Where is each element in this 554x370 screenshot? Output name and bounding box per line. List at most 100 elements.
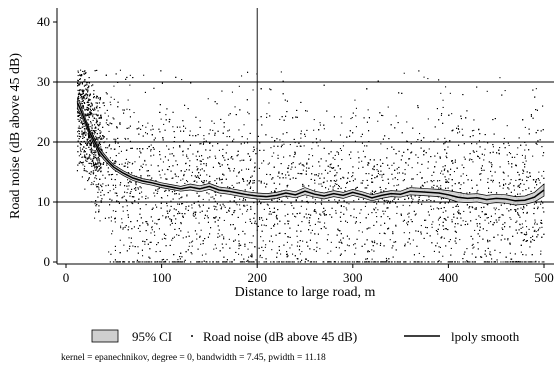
scatter-point (510, 258, 512, 260)
scatter-point (372, 245, 374, 247)
scatter-point (421, 177, 423, 179)
scatter-point (533, 230, 535, 232)
scatter-point (472, 247, 474, 249)
scatter-point (528, 187, 530, 189)
scatter-point (92, 84, 94, 86)
scatter-point (433, 184, 435, 186)
scatter-point (448, 181, 450, 183)
scatter-point (173, 155, 175, 157)
scatter-point (89, 108, 91, 110)
scatter-point (391, 146, 393, 148)
scatter-point (117, 261, 119, 263)
scatter-point (145, 204, 147, 206)
scatter-point (488, 191, 490, 193)
scatter-point (306, 201, 308, 203)
scatter-point (221, 206, 223, 208)
scatter-point (206, 215, 208, 217)
scatter-point (139, 225, 141, 227)
scatter-point (81, 156, 83, 158)
scatter-point (358, 261, 360, 263)
scatter-point (252, 180, 254, 182)
scatter-point (507, 142, 509, 144)
scatter-point (280, 253, 282, 255)
scatter-point (539, 227, 541, 229)
scatter-point (294, 152, 296, 154)
scatter-point (445, 181, 447, 183)
scatter-point (195, 155, 197, 157)
scatter-point (265, 225, 267, 227)
scatter-point (525, 240, 527, 242)
scatter-point (296, 235, 298, 237)
scatter-point (77, 131, 79, 133)
scatter-point (253, 202, 255, 204)
scatter-point (381, 198, 383, 200)
scatter-point (239, 261, 241, 263)
scatter-point (97, 128, 99, 130)
scatter-point (431, 181, 433, 183)
scatter-point (255, 153, 257, 155)
scatter-point (471, 206, 473, 208)
scatter-point (226, 144, 228, 146)
scatter-point (472, 261, 474, 263)
scatter-point (380, 191, 382, 193)
scatter-point (213, 248, 215, 250)
scatter-point (119, 69, 121, 71)
scatter-point (251, 175, 253, 177)
scatter-point (99, 123, 101, 125)
scatter-point (502, 187, 504, 189)
scatter-point (428, 148, 430, 150)
scatter-point (283, 143, 285, 145)
scatter-point (252, 150, 254, 152)
scatter-point (81, 105, 83, 107)
scatter-point (487, 247, 489, 249)
scatter-point (226, 211, 228, 213)
scatter-point (90, 114, 92, 116)
scatter-point (96, 167, 98, 169)
scatter-point (445, 187, 447, 189)
scatter-point (89, 140, 91, 142)
scatter-point (251, 222, 253, 224)
scatter-point (496, 192, 498, 194)
scatter-point (103, 142, 105, 144)
scatter-point (297, 197, 299, 199)
scatter-point (360, 136, 362, 138)
scatter-point (437, 152, 439, 154)
scatter-point (217, 143, 219, 145)
scatter-point (437, 138, 439, 140)
scatter-point (463, 182, 465, 184)
scatter-point (318, 218, 320, 220)
scatter-point (477, 233, 479, 235)
scatter-point (444, 168, 446, 170)
scatter-point (292, 162, 294, 164)
scatter-point (239, 208, 241, 210)
scatter-point (317, 175, 319, 177)
scatter-point (234, 228, 236, 230)
scatter-point (181, 261, 183, 263)
scatter-point (466, 110, 468, 112)
scatter-point (299, 245, 301, 247)
scatter-point (379, 174, 381, 176)
scatter-point (81, 130, 83, 132)
scatter-point (99, 220, 101, 222)
scatter-point (81, 107, 83, 109)
scatter-point (239, 204, 241, 206)
scatter-point (154, 261, 156, 263)
scatter-point (152, 220, 154, 222)
scatter-point (119, 239, 121, 241)
scatter-point (89, 143, 91, 145)
scatter-point (152, 147, 154, 149)
scatter-point (133, 112, 135, 114)
scatter-point (128, 237, 130, 239)
scatter-point (147, 197, 149, 199)
scatter-point (82, 98, 84, 100)
scatter-point (319, 122, 321, 124)
scatter-point (114, 221, 116, 223)
scatter-point (469, 158, 471, 160)
scatter-point (128, 248, 130, 250)
scatter-point (248, 113, 250, 115)
scatter-point (449, 140, 451, 142)
scatter-point (103, 194, 105, 196)
scatter-point (97, 110, 99, 112)
scatter-point (181, 256, 183, 258)
scatter-point (110, 201, 112, 203)
